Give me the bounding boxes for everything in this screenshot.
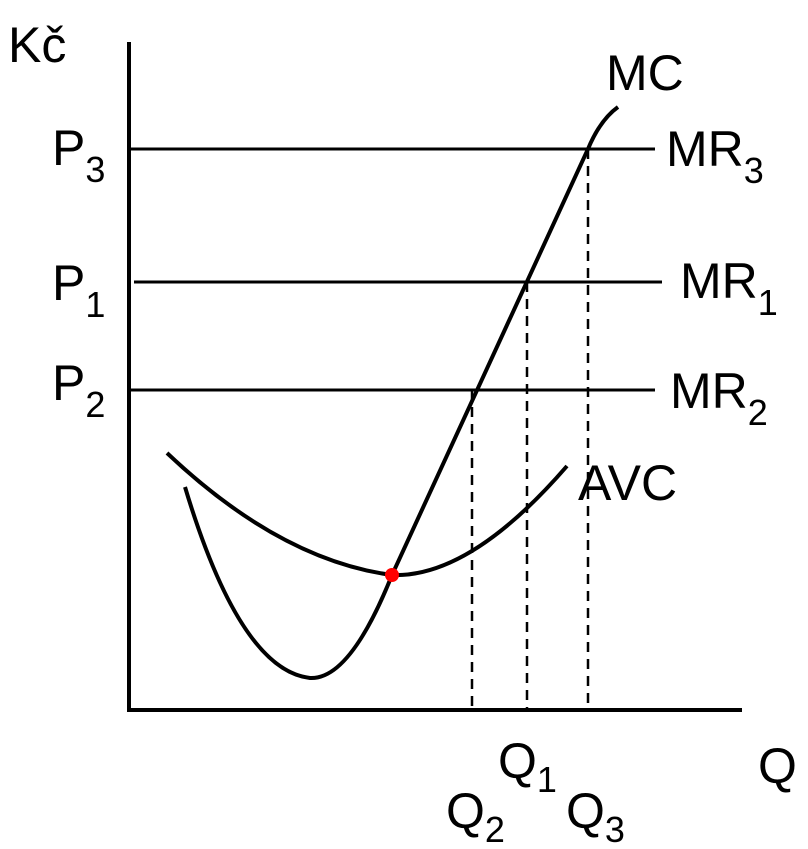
y-axis-label: Kč	[8, 17, 66, 73]
q1-label: Q1	[498, 733, 557, 800]
p1-label: P1	[52, 255, 105, 325]
mc-label: MC	[606, 45, 684, 101]
shutdown-point	[385, 568, 399, 582]
mc-curve	[183, 105, 620, 681]
p2-label: P2	[52, 355, 105, 425]
mr1-label: MR1	[680, 253, 778, 323]
q2-label: Q2	[446, 783, 505, 849]
avc-label: AVC	[578, 455, 677, 511]
x-axis-label: Q	[758, 738, 797, 794]
q3-label: Q3	[566, 783, 625, 849]
avc-curve	[165, 451, 569, 578]
mr3-label: MR3	[666, 121, 764, 191]
mr2-label: MR2	[670, 363, 768, 433]
p3-label: P3	[52, 120, 105, 190]
